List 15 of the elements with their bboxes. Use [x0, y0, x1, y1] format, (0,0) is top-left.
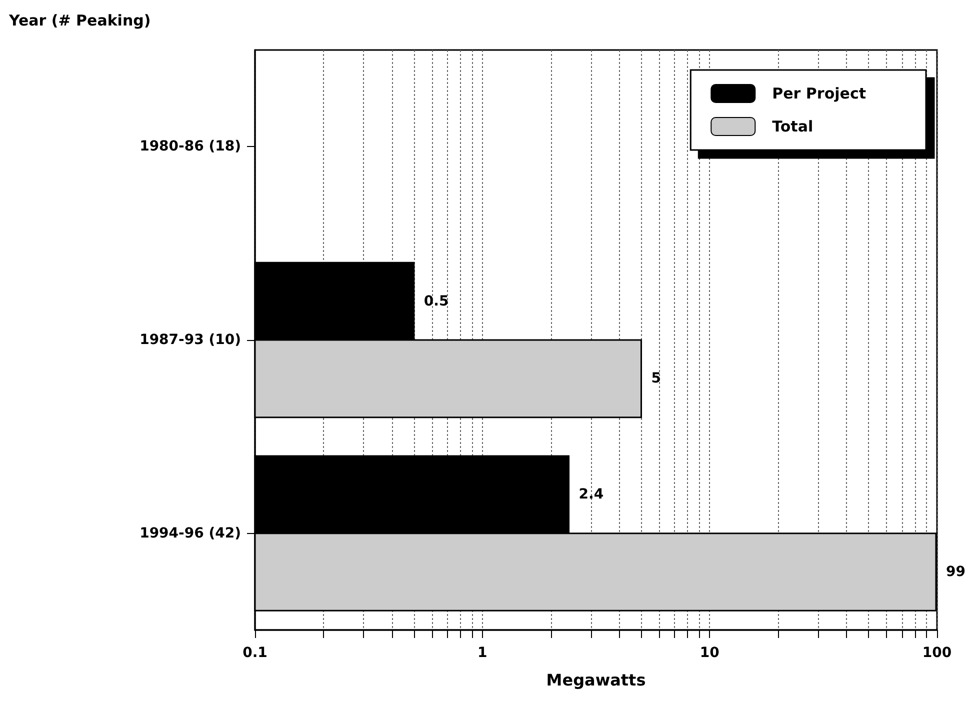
y-tick-label: 1987-93 (10): [140, 332, 241, 348]
x-tick-label: 10: [700, 645, 720, 661]
y-tick-label: 1994-96 (42): [140, 525, 241, 542]
data-label: 5: [651, 370, 661, 387]
data-label: 0.5: [424, 293, 449, 310]
data-label: 99: [946, 564, 966, 580]
x-tick-label: 100: [922, 645, 952, 661]
legend-label: Per Project: [772, 84, 866, 102]
x-axis-title: Megawatts: [546, 670, 646, 690]
y-axis-title: Year (# Peaking): [8, 12, 151, 30]
data-label: 2.4: [578, 486, 604, 503]
x-tick-label: 1: [477, 645, 488, 661]
x-tick-label: 0.1: [242, 645, 268, 661]
y-tick-label: 1980-86 (18): [140, 138, 241, 155]
legend-label: Total: [772, 118, 814, 136]
